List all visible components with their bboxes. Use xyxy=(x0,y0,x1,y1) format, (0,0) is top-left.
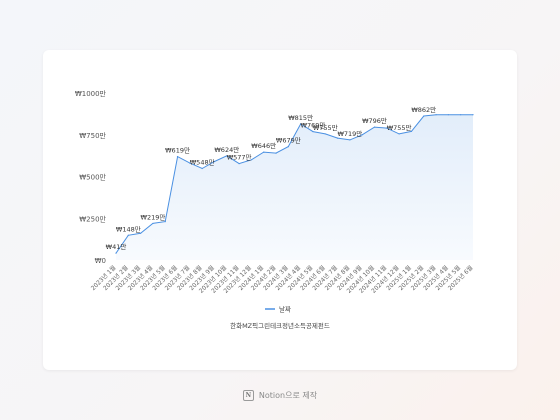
data-label: ₩646만 xyxy=(251,141,276,150)
footer[interactable]: N Notion으로 제작 xyxy=(0,390,560,401)
data-label: ₩796만 xyxy=(362,116,387,125)
data-point xyxy=(373,126,376,128)
data-label: ₩755만 xyxy=(387,123,412,132)
data-point xyxy=(201,167,203,170)
legend-label: 날짜 xyxy=(279,305,291,314)
data-point xyxy=(312,130,314,133)
data-label: ₩769만 xyxy=(301,121,326,130)
chart-card: ₩0 ₩250만 ₩500만 ₩750만 ₩1000만 ₩41만 ₩148만 ₩219만 ₩61… xyxy=(43,50,517,370)
data-point xyxy=(460,114,462,116)
data-label: ₩577만 xyxy=(227,153,252,162)
data-label: ₩41만 xyxy=(106,242,127,251)
y-tick-label: ₩250만 xyxy=(79,214,106,223)
data-point xyxy=(423,115,425,117)
data-point xyxy=(324,133,326,135)
data-point xyxy=(213,160,216,163)
data-point xyxy=(140,232,142,234)
y-tick-label: ₩500만 xyxy=(79,173,106,182)
y-tick-label: ₩0 xyxy=(95,257,106,265)
data-label: ₩624만 xyxy=(214,145,239,154)
data-label: ₩815만 xyxy=(288,113,313,122)
data-label: ₩862만 xyxy=(411,105,436,114)
data-point xyxy=(127,234,129,236)
data-label: ₩548만 xyxy=(190,157,215,166)
data-point xyxy=(226,155,228,157)
data-label: ₩719만 xyxy=(337,129,362,138)
area-chart: ₩0 ₩250만 ₩500만 ₩750만 ₩1000만 ₩41만 ₩148만₩219만 ₩61… xyxy=(75,89,475,330)
data-point xyxy=(386,127,388,129)
chart-title: 한화MZ픽그린테크정년소득공제펀드 xyxy=(230,321,330,330)
data-point xyxy=(263,151,265,153)
data-point xyxy=(164,220,166,223)
data-point xyxy=(152,222,154,225)
data-point xyxy=(189,162,191,164)
series-line xyxy=(115,114,473,254)
data-point xyxy=(435,114,437,116)
data-point xyxy=(250,159,253,161)
data-point xyxy=(336,137,339,139)
y-tick-label: ₩750만 xyxy=(79,131,106,140)
data-point xyxy=(115,252,117,254)
data-label: ₩219만 xyxy=(141,212,166,221)
data-label: ₩679만 xyxy=(276,136,301,145)
notion-icon: N xyxy=(242,390,254,401)
data-point xyxy=(447,114,449,116)
footer-text[interactable]: Notion으로 제작 xyxy=(258,391,318,400)
series-area xyxy=(116,114,473,260)
data-point xyxy=(410,130,413,133)
y-tick-label: ₩1000만 xyxy=(75,89,107,98)
data-point xyxy=(472,114,474,116)
data-point xyxy=(238,163,240,165)
data-point xyxy=(275,152,277,154)
data-point xyxy=(176,156,179,158)
data-label: ₩148만 xyxy=(116,224,141,233)
data-point xyxy=(361,134,363,136)
data-point xyxy=(300,123,302,125)
data-label: ₩755만 xyxy=(313,123,338,132)
data-point xyxy=(349,139,351,141)
data-label: ₩619만 xyxy=(165,146,190,155)
data-point xyxy=(398,133,400,135)
data-point xyxy=(287,146,289,148)
